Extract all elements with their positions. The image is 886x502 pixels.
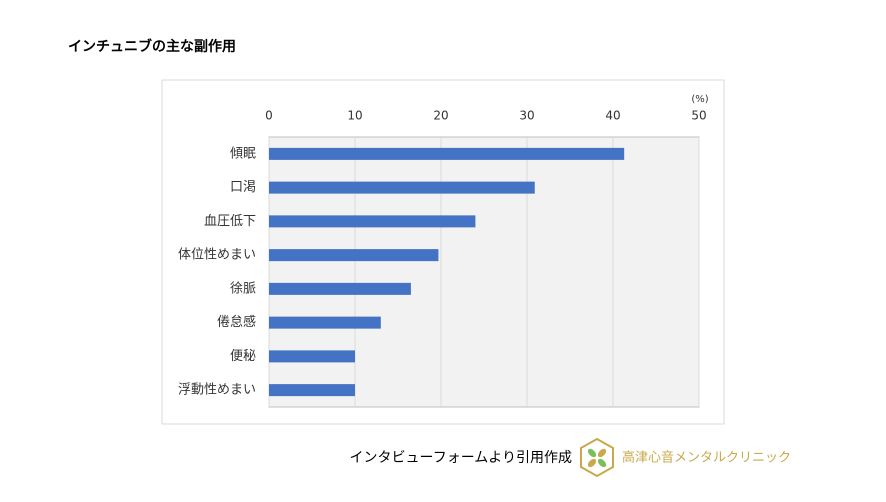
y-tick-label: 血圧低下: [204, 214, 256, 229]
y-tick-label: 浮動性めまい: [178, 383, 256, 398]
y-tick-label: 倦怠感: [217, 314, 256, 330]
bar: [269, 350, 355, 363]
plot-area: [268, 136, 700, 408]
bar: [269, 282, 411, 295]
logo-leaf: [597, 448, 607, 458]
y-tick-label: 体位性めまい: [178, 248, 256, 263]
x-tick-label: 10: [347, 109, 362, 123]
bar: [269, 181, 535, 194]
logo-leaf: [597, 458, 607, 468]
logo-leaf: [587, 458, 597, 468]
x-tick-label: 0: [265, 109, 273, 123]
chart-title: インチュニブの主な副作用: [68, 38, 236, 55]
x-tick-label: 40: [605, 109, 620, 123]
bar: [269, 384, 355, 397]
y-tick-label: 傾眠: [230, 146, 256, 161]
brand-name: 高津心音メンタルクリニック: [622, 450, 791, 466]
x-tick-label: 20: [433, 109, 448, 123]
bar: [269, 249, 439, 262]
y-tick-label: 便秘: [230, 349, 256, 364]
logo-hexagon: [580, 437, 614, 478]
source-note: インタビューフォームより引用作成: [350, 450, 572, 466]
x-tick-label: 30: [519, 109, 534, 123]
bar: [269, 316, 381, 329]
y-tick-label: 徐脈: [230, 281, 256, 296]
bar: [269, 215, 476, 228]
bar: [269, 147, 625, 160]
y-tick-label: 口渇: [230, 179, 256, 195]
logo-leaf: [587, 448, 597, 458]
x-tick-label: 50: [691, 109, 706, 123]
unit-label: (%): [691, 94, 708, 105]
logo: [580, 437, 614, 478]
